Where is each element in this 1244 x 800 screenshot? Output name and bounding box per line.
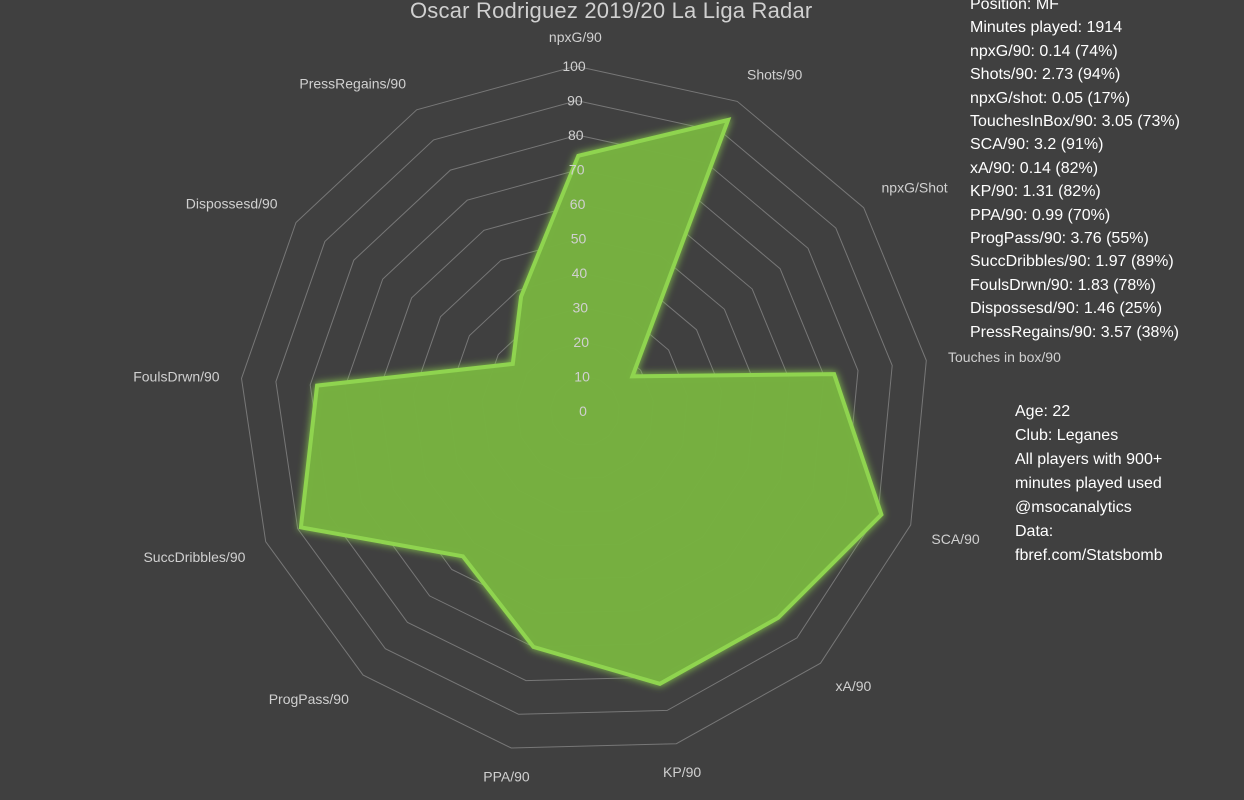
radar-grid-ring <box>309 134 859 682</box>
stat-line: ProgPass/90: 3.76 (55%) <box>970 230 1149 248</box>
chart-title: Oscar Rodriguez 2019/20 La Liga Radar <box>410 0 813 23</box>
stat-line: FoulsDrwn/90: 1.83 (78%) <box>970 276 1156 294</box>
stat-line: SCA/90: 3.2 (91%) <box>970 136 1104 154</box>
radar-tick-label: 90 <box>567 93 583 109</box>
radar-series-layer <box>298 117 884 686</box>
info-line: All players with 900+ <box>1015 451 1163 468</box>
stat-line: Position: MF <box>970 0 1059 13</box>
radar-tick-label: 30 <box>573 300 589 316</box>
radar-tick-labels: 0 10 20 30 40 50 60 70 80 90 100 <box>562 58 590 419</box>
radar-tick-label: 40 <box>572 265 588 281</box>
radar-axis-label: Touches in box/90 <box>948 349 1061 365</box>
radar-axis-label: PPA/90 <box>483 769 530 785</box>
info-line: Club: Leganes <box>1015 427 1119 444</box>
radar-grid-ring <box>275 100 893 715</box>
stat-line: npxG/90: 0.14 (74%) <box>970 42 1118 60</box>
info-line: @msocanalytics <box>1015 499 1132 516</box>
radar-tick-label: 0 <box>579 403 587 419</box>
stat-line: Dispossesd/90: 1.46 (25%) <box>970 300 1163 318</box>
stat-line: npxG/shot: 0.05 (17%) <box>970 89 1131 107</box>
radar-tick-label: 20 <box>573 334 589 350</box>
radar-axis-label: Shots/90 <box>747 67 802 83</box>
radar-tick-label: 100 <box>562 58 586 74</box>
radar-tick-label: 80 <box>568 127 584 143</box>
stat-line: KP/90: 1.31 (82%) <box>970 183 1101 201</box>
info-line: fbref.com/Statsbomb <box>1015 547 1163 564</box>
radar-axis-label: xA/90 <box>836 678 872 694</box>
radar-axis-label: FoulsDrwn/90 <box>133 368 220 384</box>
info-line: minutes played used <box>1015 475 1162 492</box>
info-line: Data: <box>1015 523 1054 540</box>
stats-panel: Position: MF Minutes played: 1914 npxG/9… <box>970 0 1240 344</box>
radar-tick-label: 70 <box>569 162 585 178</box>
radar-axis-label: SuccDribbles/90 <box>143 549 245 565</box>
radar-tick-label: 10 <box>574 369 590 385</box>
info-line: Age: 22 <box>1015 403 1071 420</box>
radar-axis-label: npxG/Shot <box>882 180 948 196</box>
radar-axis-label: KP/90 <box>663 764 701 780</box>
stat-line: PressRegains/90: 3.57 (38%) <box>970 323 1179 341</box>
radar-axis-label: SCA/90 <box>931 531 979 547</box>
radar-series-area <box>298 117 884 686</box>
radar-axis-label: ProgPass/90 <box>269 691 349 707</box>
stat-line: xA/90: 0.14 (82%) <box>970 159 1099 177</box>
stat-line: Minutes played: 1914 <box>970 19 1123 37</box>
stat-line: TouchesInBox/90: 3.05 (73%) <box>970 113 1180 131</box>
info-panel: Age: 22 Club: Leganes All players with 9… <box>1015 400 1225 568</box>
radar-axis-label: npxG/90 <box>549 29 602 45</box>
radar-tick-label: 50 <box>571 231 587 247</box>
radar-tick-label: 60 <box>570 196 586 212</box>
radar-axis-label: Dispossesd/90 <box>186 196 278 212</box>
radar-axis-labels: npxG/90 Shots/90 npxG/Shot Touches in box/9… <box>133 29 1061 784</box>
radar-grid-ring <box>240 65 927 749</box>
radar-axis-label: PressRegains/90 <box>299 76 406 92</box>
stat-line: PPA/90: 0.99 (70%) <box>970 206 1111 224</box>
stat-line: SuccDribbles/90: 1.97 (89%) <box>970 253 1174 271</box>
stat-line: Shots/90: 2.73 (94%) <box>970 66 1121 84</box>
